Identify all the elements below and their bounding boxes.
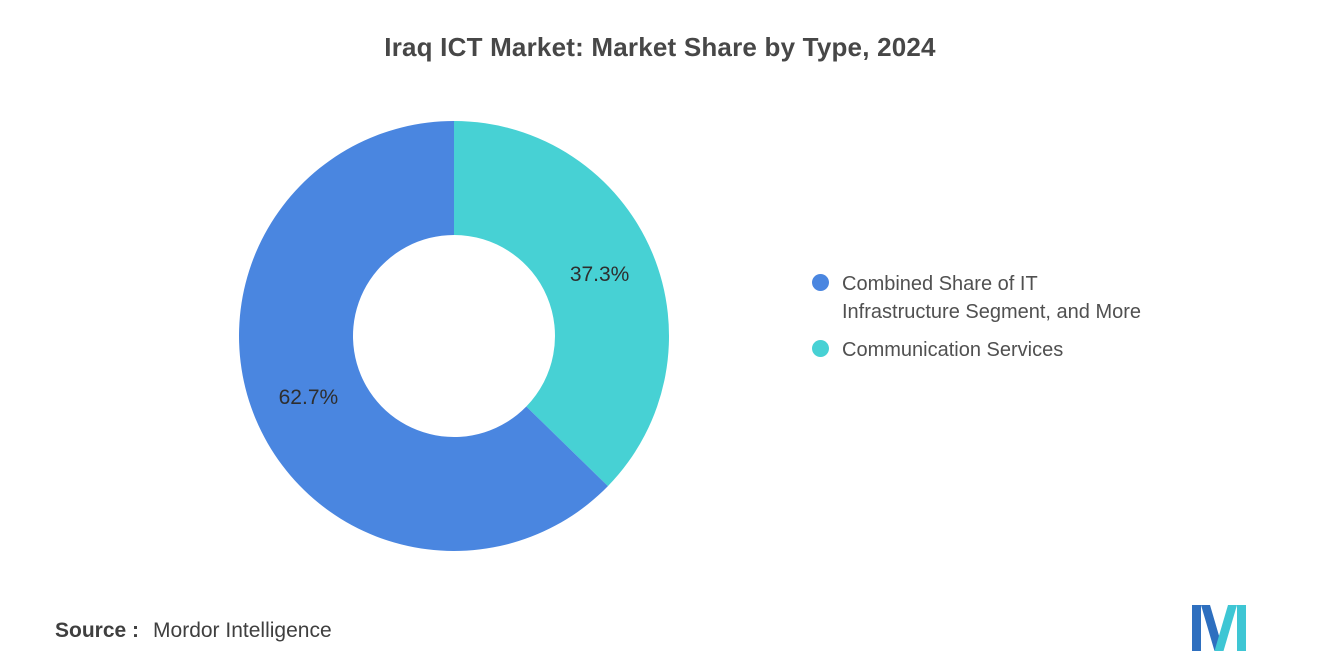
source-label: Source : — [55, 619, 140, 642]
legend-item-communication-services: Communication Services — [812, 336, 1141, 364]
donut-slice-2 — [239, 121, 608, 551]
source-line: Source : Mordor Intelligence — [55, 619, 332, 643]
legend-label-communication-services: Communication Services — [842, 339, 1064, 361]
legend-item-it-infrastructure: Combined Share of IT Infrastructure Segm… — [812, 270, 1141, 326]
logo-stroke-left — [1192, 605, 1201, 651]
slice-value-label-1: 37.3% — [570, 263, 630, 286]
chart-title: Iraq ICT Market: Market Share by Type, 2… — [384, 32, 936, 62]
slice-value-label-2: 62.7% — [279, 386, 339, 409]
logo-stroke-right — [1237, 605, 1246, 651]
donut-chart-svg: 37.3% 62.7% — [239, 121, 670, 551]
logo-stroke-mid-right — [1214, 605, 1237, 651]
donut-chart: 37.3% 62.7% — [238, 120, 670, 552]
mordor-intelligence-logo — [1192, 605, 1246, 651]
source-value: Mordor Intelligence — [153, 619, 332, 642]
legend-swatch-blue — [812, 274, 829, 291]
legend-label-it-infrastructure: Combined Share of IT Infrastructure Segm… — [842, 273, 1142, 323]
legend: Combined Share of IT Infrastructure Segm… — [812, 270, 1141, 364]
donut-slice-1 — [454, 121, 670, 487]
legend-swatch-teal — [812, 340, 829, 357]
